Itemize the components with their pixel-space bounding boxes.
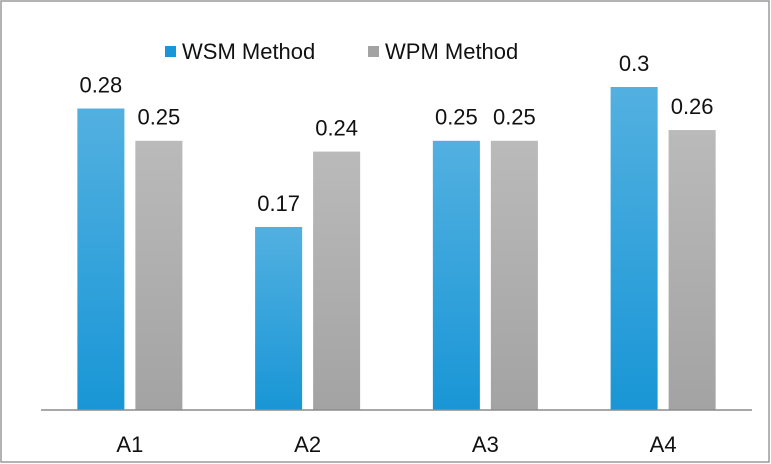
value-label: 0.3 [619,51,650,76]
value-label: 0.25 [493,105,536,130]
bar-shine [668,130,716,411]
bar-shine [77,108,125,411]
x-tick-label: A2 [294,432,321,457]
x-tick-label: A1 [116,432,143,457]
value-label: 0.25 [435,105,478,130]
x-tick-label: A4 [650,432,677,457]
bar-shine [432,140,480,411]
value-label: 0.25 [137,105,180,130]
x-tick-label: A3 [472,432,499,457]
legend-swatch [368,46,379,57]
value-label: 0.28 [79,72,122,97]
legend-label: WSM Method [182,39,315,64]
bar-shine [255,226,303,410]
bar-shine [490,140,538,411]
value-label: 0.24 [315,115,358,140]
value-label: 0.26 [671,94,714,119]
bar-shine [610,87,658,410]
value-label: 0.17 [257,191,300,216]
legend-label: WPM Method [385,39,518,64]
bar-shine [313,151,361,410]
legend-swatch [165,46,176,57]
bar-shine [135,140,183,411]
